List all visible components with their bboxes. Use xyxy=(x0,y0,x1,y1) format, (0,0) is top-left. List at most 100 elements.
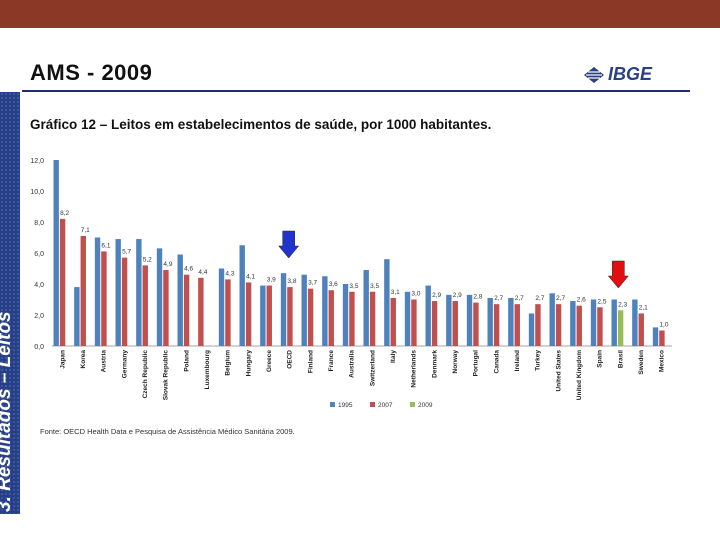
section-label: 3. Resultados – Leitos xyxy=(0,311,15,512)
bar-2009-brasil xyxy=(617,310,624,346)
bar-1995-czech-republic xyxy=(136,239,142,346)
category-label: Mexico xyxy=(659,350,666,372)
chart-subtitle: Gráfico 12 – Leitos em estabelecimentos … xyxy=(30,117,492,132)
y-tick-label: 6,0 xyxy=(34,251,44,258)
bar-2007-mexico xyxy=(659,330,665,346)
bar-2007-japan xyxy=(59,218,66,346)
bar-2007-turkey xyxy=(535,304,541,346)
y-tick-label: 8,0 xyxy=(34,220,44,227)
bar-2007-finland xyxy=(307,288,314,346)
bar-2007-italy xyxy=(390,297,396,346)
data-label: 2,9 xyxy=(453,292,462,299)
data-label: 2,3 xyxy=(618,301,627,308)
bar-2007-hungary xyxy=(245,282,252,346)
legend-label-1995: 1995 xyxy=(338,402,353,409)
category-label: Denmark xyxy=(431,350,438,378)
category-label: Canada xyxy=(493,350,500,374)
category-label: Ireland xyxy=(514,350,521,371)
data-label: 2,8 xyxy=(473,294,482,301)
ibge-logo-icon xyxy=(584,67,604,83)
data-label: 3,8 xyxy=(287,278,296,285)
data-label: 3,5 xyxy=(349,283,358,290)
y-tick-label: 4,0 xyxy=(34,282,44,289)
bar-2007-poland xyxy=(183,274,190,346)
category-label: United States xyxy=(555,350,562,392)
chart-source: Fonte: OECD Health Data e Pesquisa de As… xyxy=(40,427,295,436)
bar-2007-switzerland xyxy=(369,291,376,346)
data-label: 7,1 xyxy=(81,227,90,234)
data-label: 2,7 xyxy=(515,295,524,302)
bar-2007-australia xyxy=(349,291,355,346)
legend-label-2007: 2007 xyxy=(378,402,393,409)
data-label: 6,1 xyxy=(101,242,110,249)
category-label: Luxembourg xyxy=(204,350,211,389)
bar-1995-austria xyxy=(94,237,101,346)
title-divider xyxy=(22,90,690,92)
bar-1995-slovak-republic xyxy=(156,248,163,346)
data-label: 2,5 xyxy=(597,298,606,305)
bar-1995-canada xyxy=(487,297,493,346)
bar-1995-brasil xyxy=(611,299,617,346)
bar-2007-oecd xyxy=(287,287,293,346)
bar-2007-portugal xyxy=(473,302,479,346)
category-label: Sweden xyxy=(638,350,645,375)
legend-swatch-2009 xyxy=(410,402,415,407)
bar-2007-spain xyxy=(597,307,603,346)
bar-1995-norway xyxy=(446,294,452,346)
bar-1995-sweden xyxy=(632,299,638,346)
category-label: Portugal xyxy=(473,350,480,377)
data-label: 4,4 xyxy=(198,269,207,276)
bar-2007-greece xyxy=(266,285,272,346)
data-label: 4,9 xyxy=(163,261,172,268)
bar-1995-spain xyxy=(590,299,597,346)
bar-1995-switzerland xyxy=(363,270,369,346)
data-label: 3,6 xyxy=(329,281,338,288)
bar-1995-germany xyxy=(115,239,121,346)
category-label: Hungary xyxy=(245,350,252,377)
data-label: 5,2 xyxy=(143,256,152,263)
page-title: AMS - 2009 xyxy=(30,60,153,85)
bar-1995-denmark xyxy=(425,285,431,346)
bar-2007-canada xyxy=(493,304,500,346)
bar-1995-oecd xyxy=(280,273,287,346)
bar-2007-luxembourg xyxy=(198,277,204,346)
category-label: Austria xyxy=(101,350,108,373)
section-sidebar: 3. Resultados – Leitos xyxy=(0,92,20,514)
bar-2007-netherlands xyxy=(411,299,417,346)
category-label: Greece xyxy=(266,350,273,372)
bar-2007-norway xyxy=(452,301,458,346)
data-label: 2,7 xyxy=(556,295,565,302)
data-label: 2,7 xyxy=(535,295,544,302)
bar-2007-denmark xyxy=(431,301,438,346)
category-label: Slovak Republic xyxy=(163,350,170,401)
bar-1995-ireland xyxy=(508,297,514,346)
bar-1995-portugal xyxy=(466,294,473,346)
bar-1995-hungary xyxy=(239,245,245,346)
bar-1995-finland xyxy=(301,274,307,346)
data-label: 1,0 xyxy=(659,322,668,329)
category-label: Brasil xyxy=(617,350,624,368)
data-label: 3,7 xyxy=(308,280,317,287)
ibge-logo: IBGE xyxy=(582,64,682,86)
data-label: 2,6 xyxy=(577,297,586,304)
top-bar xyxy=(0,0,720,28)
category-label: Belgium xyxy=(225,350,232,376)
category-label: Switzerland xyxy=(369,350,376,386)
data-label: 4,6 xyxy=(184,266,193,273)
bar-1995-japan xyxy=(53,160,59,346)
bar-1995-mexico xyxy=(652,327,659,346)
bar-2007-sweden xyxy=(638,313,644,346)
bar-1995-netherlands xyxy=(404,291,411,346)
data-label: 3,1 xyxy=(391,289,400,296)
bar-1995-greece xyxy=(260,285,266,346)
category-label: OECD xyxy=(287,350,294,369)
data-label: 2,1 xyxy=(639,304,648,311)
category-label: Finland xyxy=(307,350,314,373)
bar-1995-poland xyxy=(177,254,183,346)
category-label: Czech Republic xyxy=(142,350,149,399)
category-label: Germany xyxy=(121,350,128,379)
bar-1995-korea xyxy=(74,287,80,346)
bar-1995-united-states xyxy=(549,293,555,346)
data-label: 8,2 xyxy=(60,210,69,217)
arrow-red-icon xyxy=(607,260,629,289)
